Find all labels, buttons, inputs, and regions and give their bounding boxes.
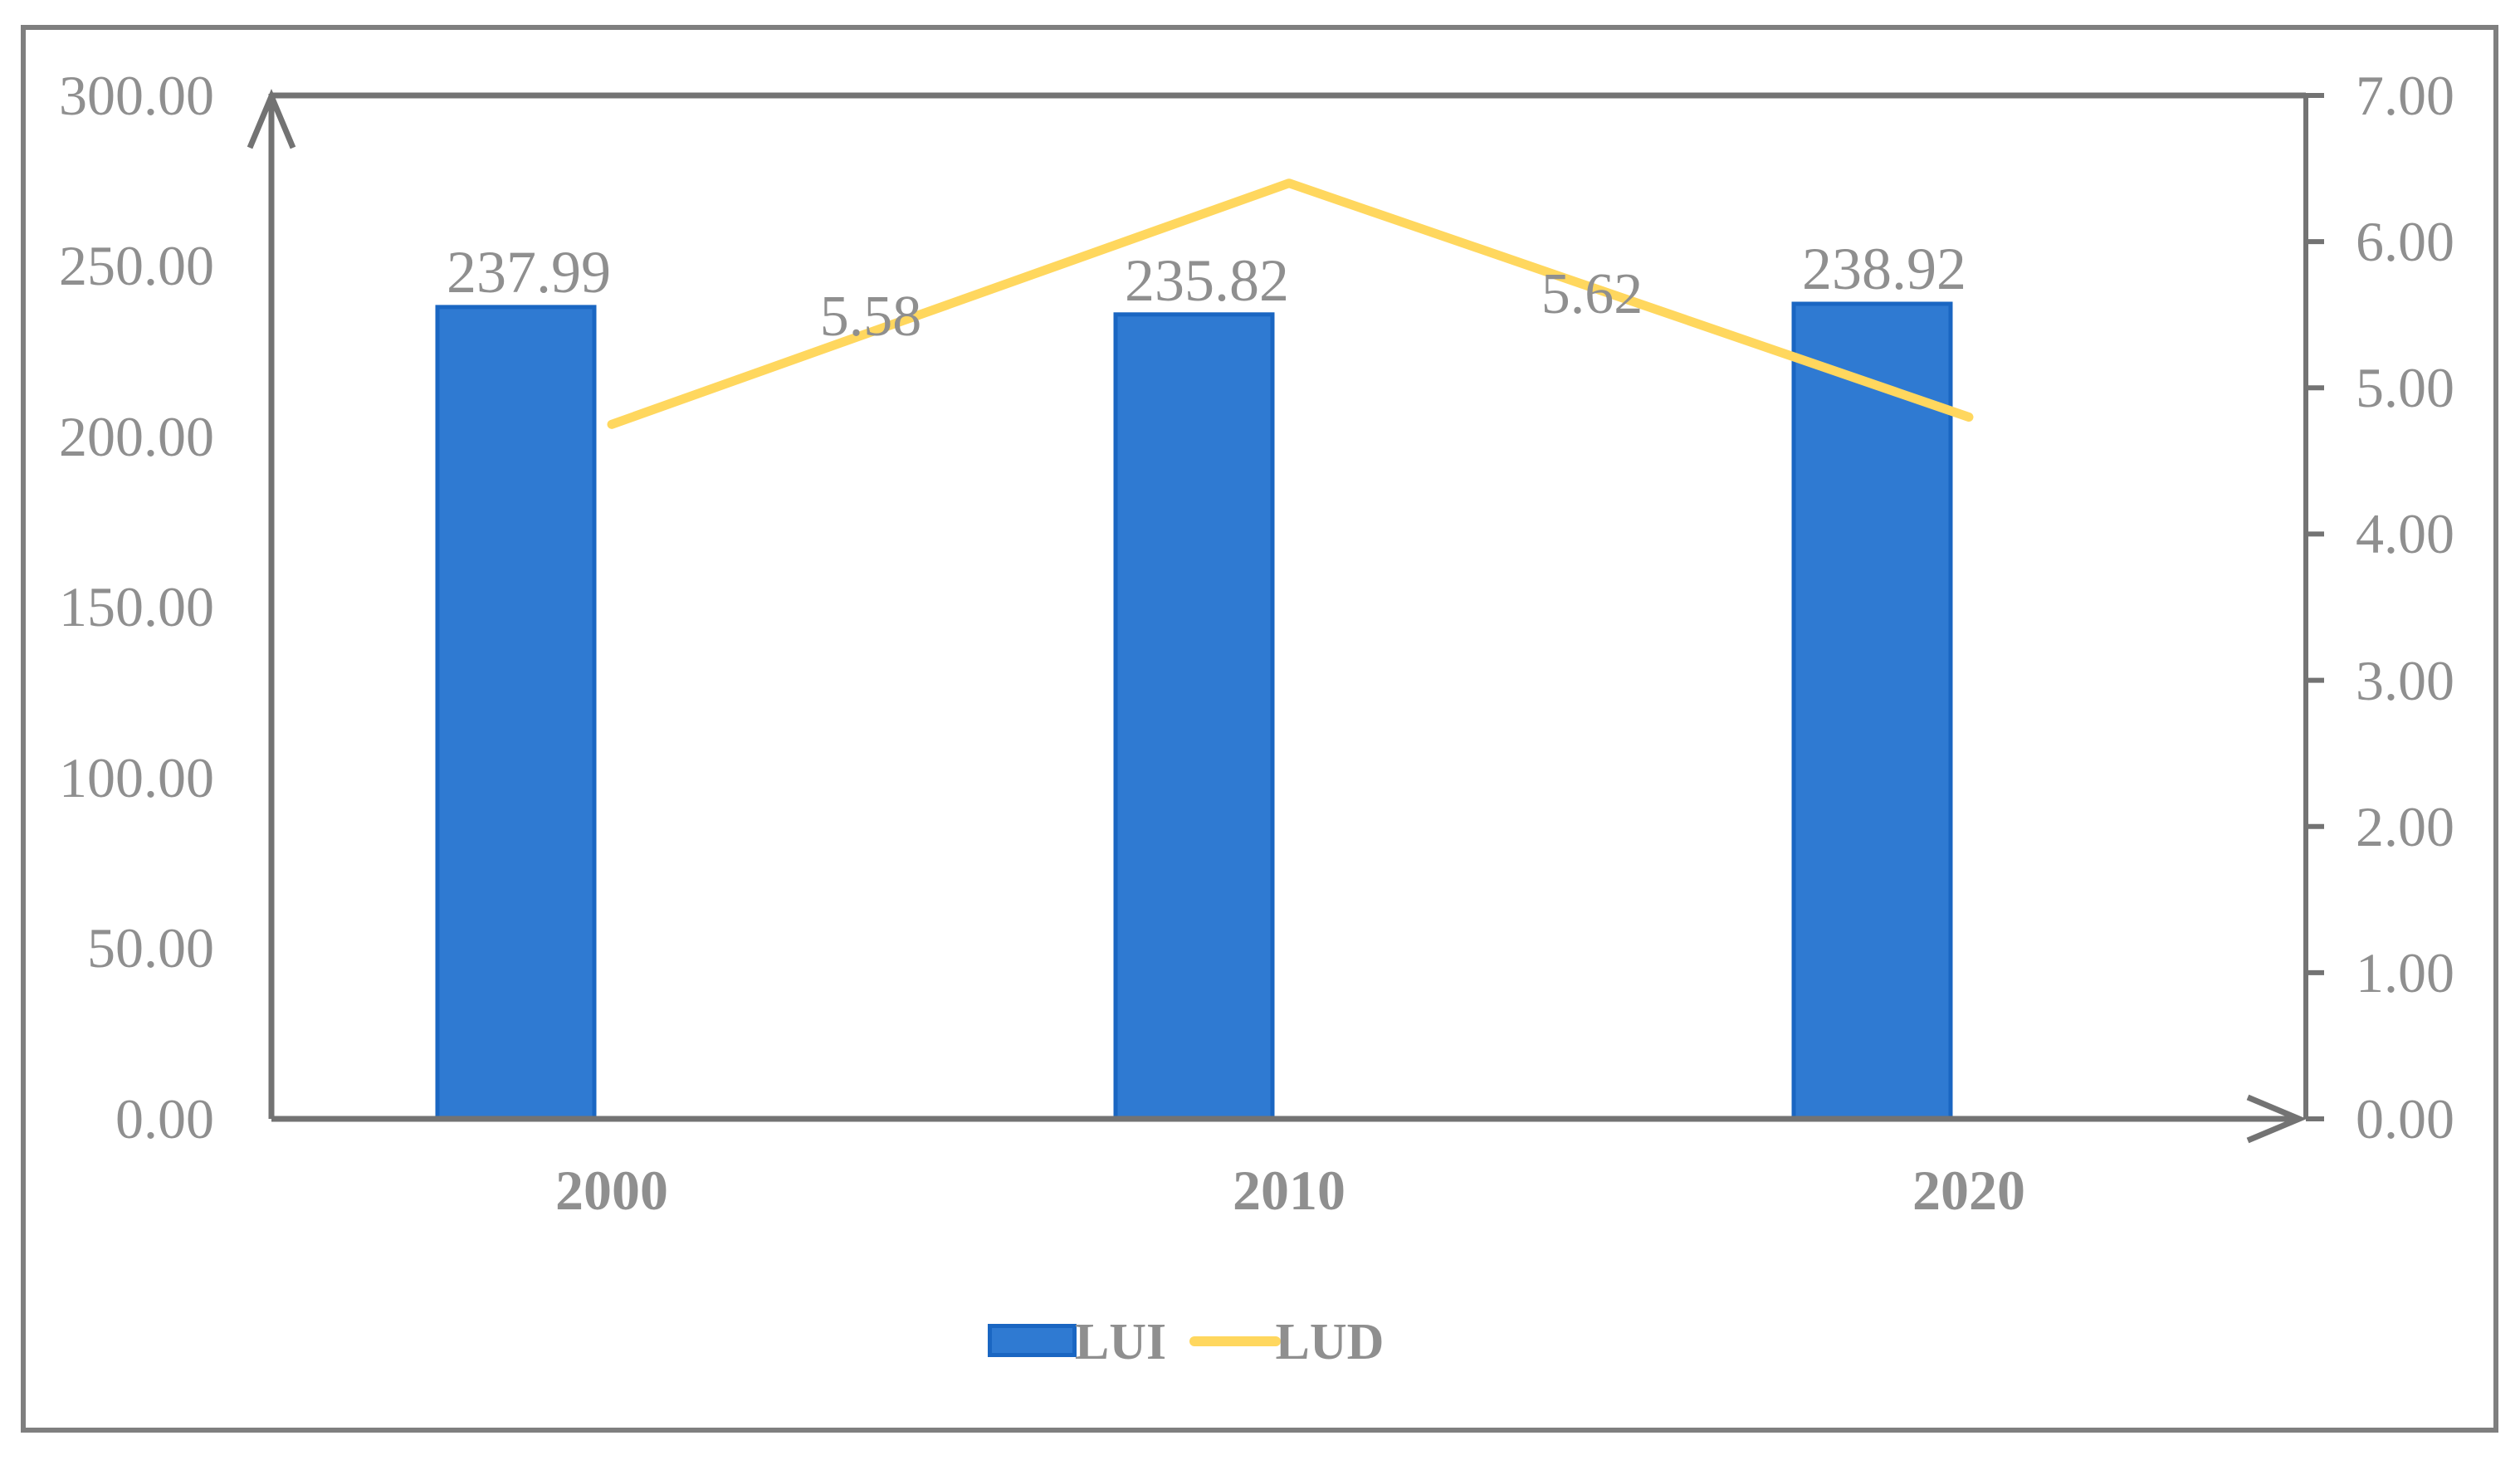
left-axis-tick-label: 300.00 [59,64,214,127]
bar-lui-2000 [435,305,597,1121]
legend-label-lud: LUD [1275,1314,1385,1370]
left-axis-tick-label: 100.00 [59,746,214,809]
left-axis-tick-label: 250.00 [59,234,214,297]
bar-lui-2020 [1791,301,1953,1121]
right-axis-tick-label: 7.00 [2356,64,2454,127]
right-axis-tick-label: 1.00 [2356,941,2454,1004]
x-axis-label-2020: 2020 [1912,1159,2025,1222]
y-axis-arrow [247,88,296,149]
right-axis-tick-label: 3.00 [2356,649,2454,712]
line-value-label-2: 5.62 [1541,262,1643,326]
bar-lui-2010 [1113,312,1275,1121]
x-axis-label-2010: 2010 [1233,1159,1345,1222]
left-axis-tick-label: 50.00 [87,916,214,979]
outer-border [21,25,2498,1433]
left-axis-tick-label: 0.00 [115,1087,214,1150]
bar-value-label-2020: 238.92 [1802,236,1966,302]
x-axis-arrow [2246,1094,2308,1144]
left-axis-tick-label: 200.00 [59,405,214,468]
right-axis-tick-label: 2.00 [2356,795,2454,858]
legend-label-lui: LUI [1074,1314,1167,1370]
line-value-label-1: 5.58 [819,285,922,349]
lud-line [607,178,1974,429]
x-axis-label-2000: 2000 [555,1159,668,1222]
legend-bar-swatch-icon [988,1324,1077,1357]
right-axis-tick-label: 5.00 [2356,356,2454,419]
left-axis-tick-label: 150.00 [59,575,214,638]
legend-line-swatch-icon [1189,1336,1281,1346]
right-axis-tick-label: 4.00 [2356,502,2454,565]
right-axis-tick-label: 0.00 [2356,1087,2454,1150]
bar-value-label-2010: 235.82 [1125,247,1289,314]
right-axis-tick-label: 6.00 [2356,210,2454,273]
bar-value-label-2000: 237.99 [447,239,611,305]
